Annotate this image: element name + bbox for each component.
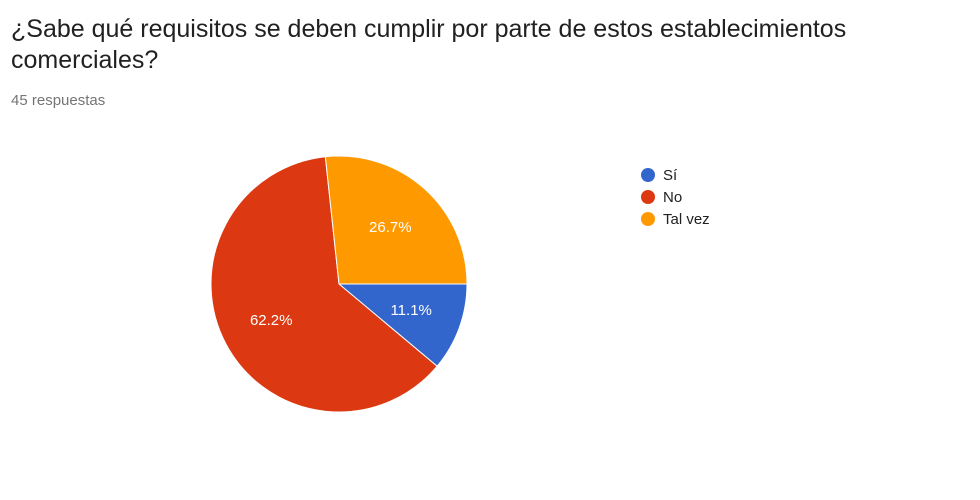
chart-legend: Sí No Tal vez — [641, 164, 710, 230]
pie-data-label-2: 62.2% — [250, 312, 293, 329]
legend-swatch-si — [641, 168, 655, 182]
legend-item-si[interactable]: Sí — [641, 164, 710, 186]
legend-swatch-no — [641, 190, 655, 204]
response-count: 45 respuestas — [11, 92, 106, 109]
pie-slices — [210, 155, 468, 413]
question-title: ¿Sabe qué requisitos se deben cumplir po… — [11, 15, 847, 74]
pie-data-labels: 11.1% 62.2% 26.7% — [250, 219, 432, 329]
pie-data-label-3: 26.7% — [369, 219, 412, 236]
pie-data-label-1: 11.1% — [390, 302, 431, 319]
legend-item-no[interactable]: No — [641, 186, 710, 208]
legend-label-no: No — [663, 188, 683, 206]
legend-label-tal-vez: Tal vez — [663, 210, 710, 228]
pie-slice-2[interactable] — [210, 156, 438, 413]
pie-slice-1[interactable] — [337, 283, 468, 367]
legend-item-tal-vez[interactable]: Tal vez — [641, 208, 710, 230]
legend-swatch-tal-vez — [641, 212, 655, 226]
legend-label-si: Sí — [663, 166, 678, 184]
pie-slice-3[interactable] — [324, 155, 468, 285]
